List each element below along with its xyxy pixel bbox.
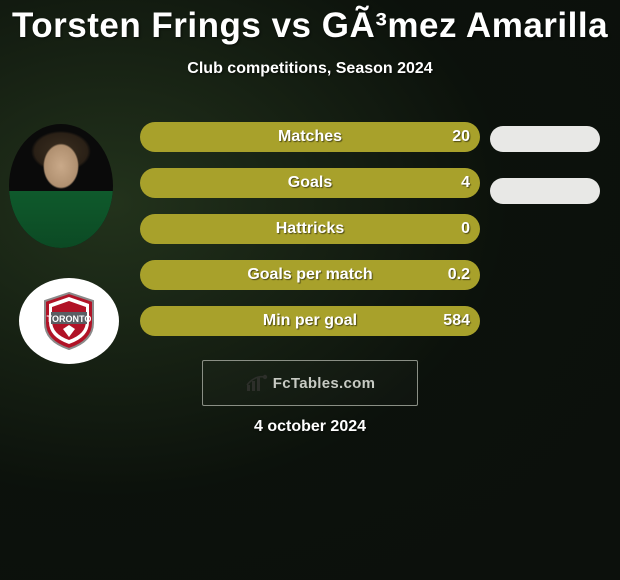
infographic-date: 4 october 2024: [0, 418, 620, 436]
stat-bar-goals: Goals 4: [140, 168, 480, 198]
player-2-badge: TORONTO: [19, 278, 119, 364]
infographic-container: Torsten Frings vs GÃ³mez Amarilla Club c…: [0, 0, 620, 580]
stat-label: Hattricks: [140, 214, 480, 244]
page-title: Torsten Frings vs GÃ³mez Amarilla: [0, 0, 620, 46]
stat-pill-player-2-matches: [490, 126, 600, 152]
stat-bar-goals-per-match: Goals per match 0.2: [140, 260, 480, 290]
stat-label: Goals: [140, 168, 480, 198]
stat-bar-min-per-goal: Min per goal 584: [140, 306, 480, 336]
attribution-box: FcTables.com: [202, 360, 418, 406]
stat-bars: Matches 20 Goals 4 Hattricks 0 Goals per…: [140, 122, 480, 352]
stat-bar-matches: Matches 20: [140, 122, 480, 152]
stat-label: Goals per match: [140, 260, 480, 290]
page-subtitle: Club competitions, Season 2024: [0, 60, 620, 78]
player-1-avatar-image: [9, 124, 113, 248]
svg-text:TORONTO: TORONTO: [47, 314, 92, 324]
stat-label: Min per goal: [140, 306, 480, 336]
toronto-fc-crest-icon: TORONTO: [37, 289, 101, 353]
fctables-logo-icon: [245, 373, 269, 393]
stat-value-player-1: 0.2: [448, 260, 470, 290]
stat-value-player-1: 4: [461, 168, 470, 198]
stat-bar-hattricks: Hattricks 0: [140, 214, 480, 244]
stat-value-player-1: 20: [452, 122, 470, 152]
attribution-text: FcTables.com: [273, 375, 376, 392]
player-1-avatar: [9, 124, 113, 248]
stat-label: Matches: [140, 122, 480, 152]
stat-value-player-1: 584: [443, 306, 470, 336]
stat-value-player-1: 0: [461, 214, 470, 244]
stat-pill-player-2-goals: [490, 178, 600, 204]
